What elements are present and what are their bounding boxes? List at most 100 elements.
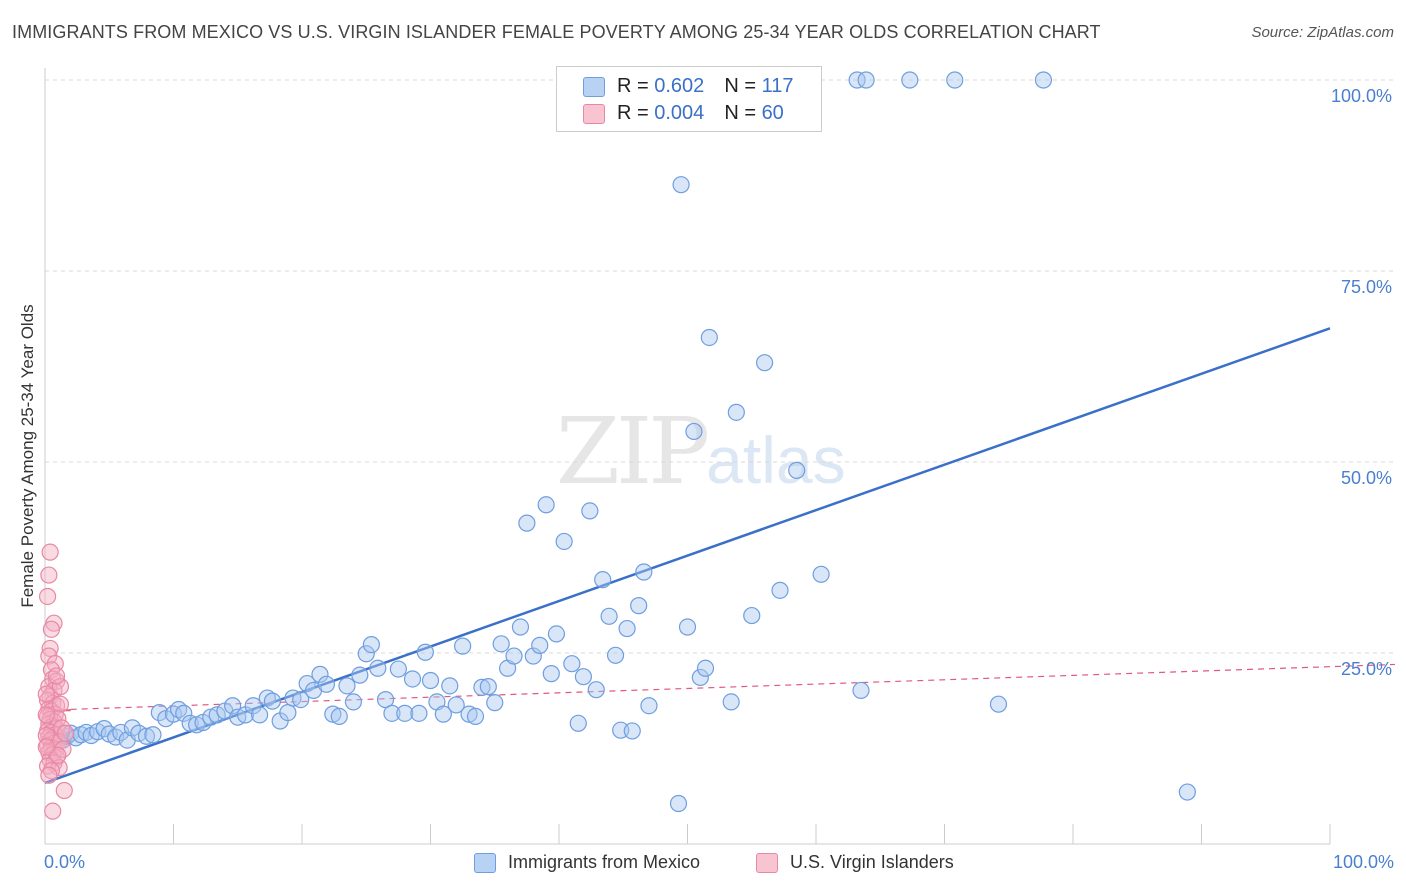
point-virgin-islanders [40, 766, 58, 784]
point-mexico [630, 597, 648, 615]
point-mexico [279, 703, 297, 722]
point-mexico [857, 71, 875, 89]
point-mexico [454, 637, 472, 655]
point-mexico [403, 670, 422, 688]
y-tick-label-50: 50.0% [1340, 468, 1392, 488]
point-mexico [383, 704, 401, 722]
point-mexico [722, 693, 740, 711]
point-virgin-islanders [41, 543, 59, 561]
legend-r-value: 0.004 [654, 102, 705, 124]
axes [44, 68, 1331, 845]
legend-swatch-blue [583, 76, 605, 97]
point-mexico [537, 496, 555, 514]
point-mexico [531, 636, 549, 654]
point-mexico [685, 422, 703, 441]
point-mexico [473, 678, 491, 696]
bottom-legend-swatch-blue [474, 853, 496, 874]
bottom-legend-virgin-islanders: U.S. Virgin Islanders [756, 852, 954, 874]
point-mexico [696, 659, 715, 677]
point-mexico [623, 722, 641, 740]
point-virgin-islanders [42, 620, 61, 638]
point-mexico [441, 677, 459, 695]
point-mexico [181, 714, 199, 732]
point-mexico [330, 707, 348, 726]
point-mexico [410, 704, 428, 722]
point-mexico [447, 696, 465, 714]
point-mexico [901, 71, 919, 89]
legend-r-value: 0.602 [654, 75, 705, 97]
point-mexico [144, 726, 162, 744]
point-virgin-islanders [37, 685, 55, 703]
legend-n-label: N = [724, 102, 762, 124]
point-mexico [848, 71, 866, 89]
point-virgin-islanders [38, 587, 57, 606]
point-mexico [755, 354, 774, 372]
point-mexico [492, 635, 510, 653]
watermark: ZIPatlas [556, 398, 846, 505]
point-mexico [479, 678, 497, 696]
point-mexico [1178, 783, 1196, 801]
point-mexico [311, 665, 329, 683]
point-mexico [635, 563, 653, 581]
point-mexico [989, 695, 1008, 713]
x-tick-label-0: 0.0% [44, 852, 86, 872]
point-virgin-islanders [37, 738, 55, 756]
bottom-legend-mexico: Immigrants from Mexico [474, 852, 701, 874]
point-virgin-islanders [49, 746, 67, 764]
y-tick-label-75: 75.0% [1340, 277, 1392, 297]
point-mexico [298, 674, 316, 693]
point-mexico [946, 71, 964, 89]
gridlines [45, 79, 1395, 654]
point-mexico [505, 647, 523, 665]
legend-n-value: 117 [761, 75, 794, 97]
legend-n-label: N = [724, 75, 762, 97]
point-mexico [600, 607, 618, 625]
bottom-legend-swatch-pink [756, 853, 778, 874]
point-mexico [524, 647, 542, 665]
bottom-legend-label: U.S. Virgin Islanders [790, 852, 954, 872]
point-mexico [250, 706, 269, 724]
point-mexico [389, 660, 407, 678]
y-tick-label-100: 100.0% [1330, 86, 1392, 106]
point-mexico [344, 693, 362, 711]
point-mexico [1034, 71, 1053, 89]
y-axis-label: Female Poverty Among 25-34 Year Olds [18, 304, 37, 608]
point-mexico [542, 665, 560, 683]
point-mexico [376, 691, 395, 709]
point-mexico [150, 703, 168, 722]
point-mexico [466, 707, 485, 726]
watermark-atlas: atlas [706, 423, 846, 497]
data-points [37, 71, 1196, 820]
chart-title: IMMIGRANTS FROM MEXICO VS U.S. VIRGIN IS… [12, 22, 1101, 42]
point-mexico [700, 328, 718, 347]
point-mexico [486, 694, 504, 712]
point-virgin-islanders [37, 706, 55, 724]
point-mexico [587, 681, 605, 699]
point-mexico [743, 606, 761, 625]
y-tick-label-25: 25.0% [1340, 659, 1392, 679]
legend-row-mexico: R = 0.602 N = 117 [583, 75, 793, 98]
source-label: Source: ZipAtlas.com [1251, 24, 1394, 41]
point-mexico [672, 176, 690, 194]
point-mexico [208, 706, 226, 724]
point-mexico [547, 625, 566, 643]
point-mexico [555, 532, 573, 551]
bottom-legend-label: Immigrants from Mexico [508, 852, 701, 872]
point-mexico [852, 681, 870, 700]
point-mexico [292, 691, 310, 709]
point-mexico [771, 581, 789, 599]
point-mexico [618, 619, 636, 638]
point-mexico [594, 571, 612, 589]
point-mexico [581, 502, 599, 520]
point-virgin-islanders [40, 566, 58, 584]
point-virgin-islanders [51, 678, 70, 696]
point-virgin-islanders [44, 802, 62, 820]
point-mexico [416, 643, 434, 661]
point-mexico [338, 677, 356, 695]
point-mexico [569, 714, 587, 732]
point-mexico [640, 697, 658, 715]
point-mexico [606, 646, 625, 664]
point-mexico [812, 565, 830, 583]
point-virgin-islanders [47, 667, 66, 685]
